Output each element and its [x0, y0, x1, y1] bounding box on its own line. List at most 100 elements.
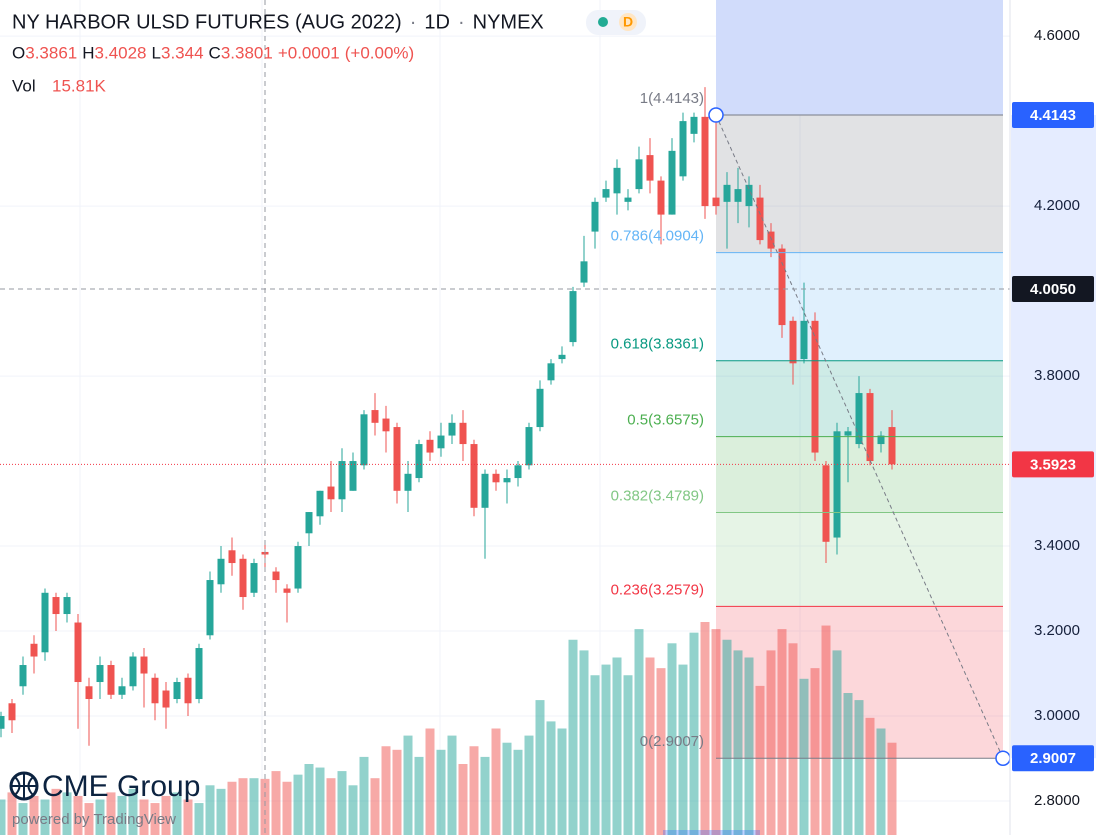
- candle-body: [8, 703, 16, 721]
- anchor-handle[interactable]: [995, 750, 1011, 766]
- candle-body: [184, 677, 192, 704]
- volume-bar: [843, 693, 853, 835]
- volume-bar: [348, 785, 358, 835]
- volume-bar: [733, 650, 743, 835]
- volume-bar: [865, 717, 875, 835]
- volume-bar: [656, 668, 666, 835]
- volume-bar: [194, 803, 204, 835]
- candle-body: [569, 291, 577, 343]
- candle-body: [778, 248, 786, 326]
- volume-bar: [480, 756, 490, 835]
- volume-bar: [601, 664, 611, 835]
- candle-body: [668, 150, 676, 215]
- ohlc-key: C: [209, 43, 221, 62]
- candle-body: [74, 622, 82, 683]
- candle-body: [723, 184, 731, 202]
- volume-bar: [293, 774, 303, 835]
- volume-bar: [623, 675, 633, 835]
- volume-bar: [634, 629, 644, 835]
- volume-bar: [95, 799, 105, 835]
- candle-body: [239, 558, 247, 598]
- candle-body: [272, 571, 280, 581]
- volume-bar: [821, 625, 831, 835]
- candle-body: [459, 422, 467, 445]
- logo: CME Group powered by TradingView: [9, 770, 200, 828]
- axis-highlight: [1011, 115, 1096, 759]
- price-badge: [1012, 275, 1094, 302]
- y-tick-label: 3.8000: [1034, 367, 1080, 384]
- volume-bar: [579, 650, 589, 835]
- volume-bar: [546, 721, 556, 835]
- fib-label: 0.786(4.0904): [611, 228, 704, 245]
- volume-bar: [447, 735, 457, 835]
- candle-body: [690, 116, 698, 134]
- candle-body: [316, 490, 324, 517]
- volume-bar: [117, 795, 127, 835]
- volume-bar: [29, 795, 39, 835]
- volume-bar: [425, 728, 435, 835]
- candle-body: [855, 393, 863, 445]
- candle-body: [382, 418, 390, 432]
- volume-bar: [766, 650, 776, 835]
- volume-bar: [370, 778, 380, 835]
- fib-zone-top: [716, 0, 1003, 116]
- y-tick-label: 2.8000: [1034, 792, 1080, 809]
- volume-bar: [150, 803, 160, 835]
- volume-bar: [128, 788, 138, 835]
- volume-bar: [40, 799, 50, 835]
- volume-bar: [205, 785, 215, 835]
- price-badge-text: 2.9007: [1030, 750, 1076, 767]
- candle-body: [811, 320, 819, 453]
- fib-zone: [716, 436, 1003, 513]
- candle-body: [701, 116, 709, 207]
- candle-body: [536, 388, 544, 428]
- logo-globe-lines: [11, 773, 37, 799]
- volume-bar: [458, 764, 468, 835]
- separator: ·: [410, 11, 417, 33]
- delayed-badge: [619, 13, 637, 31]
- volume-bar: [227, 781, 237, 835]
- volume-bar: [414, 756, 424, 835]
- y-tick-label: 3.4000: [1034, 537, 1080, 554]
- volume-bar: [337, 771, 347, 835]
- candle-body: [162, 690, 170, 708]
- trend-line: [715, 114, 1004, 759]
- y-tick-label: 4.2000: [1034, 197, 1080, 214]
- fib-label: 0.5(3.6575): [627, 412, 704, 429]
- volume-bar: [491, 728, 501, 835]
- volume-bar: [722, 639, 732, 835]
- anchor-handle[interactable]: [708, 107, 724, 123]
- candle-body: [613, 167, 621, 194]
- candle-body: [371, 410, 379, 423]
- candle-body: [646, 155, 654, 181]
- ohlc-value: 3.3801: [221, 43, 273, 62]
- candle-body: [635, 159, 643, 190]
- candle-body: [63, 597, 71, 615]
- candle-body: [151, 677, 159, 704]
- price-badge: [1012, 745, 1094, 772]
- volume-bar: [304, 764, 314, 835]
- volume-bar: [381, 746, 391, 835]
- volume-bar: [359, 756, 369, 835]
- fib-label: 0.236(3.2579): [611, 581, 704, 598]
- candle-body: [415, 444, 423, 479]
- powered-by: powered by TradingView: [12, 811, 176, 828]
- candle-body: [844, 431, 852, 436]
- logo-text: CME Group: [42, 770, 200, 803]
- ohlc-value: 3.3861: [25, 43, 77, 62]
- candle-body: [30, 643, 38, 657]
- status-pill[interactable]: [586, 10, 646, 35]
- y-tick-label: 3.0000: [1034, 707, 1080, 724]
- interval[interactable]: 1D: [424, 11, 450, 33]
- volume-bar: [887, 742, 897, 835]
- price-badge: [1012, 102, 1094, 129]
- volume-bar: [854, 700, 864, 835]
- volume-bar: [392, 749, 402, 835]
- volume-bar: [84, 803, 94, 835]
- volume-bar: [260, 778, 270, 835]
- volume-bar: [0, 799, 6, 835]
- y-tick-label: 3.2000: [1034, 622, 1080, 639]
- candle-body: [426, 439, 434, 453]
- volume-bar: [73, 795, 83, 835]
